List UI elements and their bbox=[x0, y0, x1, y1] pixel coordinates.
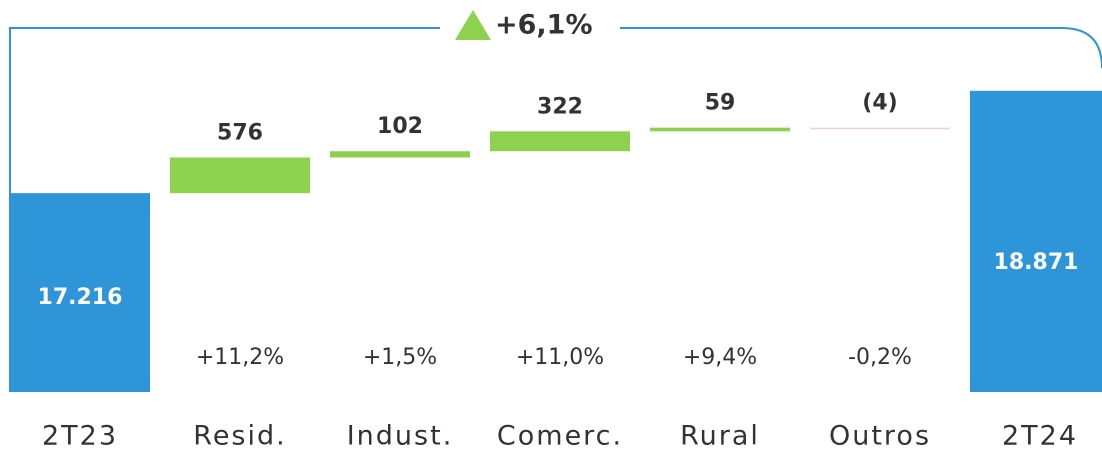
x-tick-label: 2T23 bbox=[42, 421, 118, 449]
annotation-arrow bbox=[455, 10, 491, 40]
value-label: 18.871 bbox=[994, 250, 1079, 275]
annotation: +6,1% bbox=[495, 10, 593, 41]
value-label: 322 bbox=[537, 94, 583, 119]
value-label: 59 bbox=[705, 91, 736, 116]
x-tick-label: Resid. bbox=[193, 421, 286, 449]
value-label: (4) bbox=[862, 91, 897, 116]
value-label: 102 bbox=[377, 114, 423, 139]
growth-label: +11,0% bbox=[516, 345, 604, 370]
total-bar bbox=[10, 193, 150, 392]
x-tick-label: Outros bbox=[829, 421, 931, 449]
step-bar bbox=[170, 157, 310, 194]
x-tick-label: Rural bbox=[680, 421, 760, 449]
x-tick-label: Indust. bbox=[347, 421, 454, 449]
bracket bbox=[9, 27, 1102, 392]
total-bar bbox=[970, 90, 1102, 393]
growth-label: -0,2% bbox=[848, 345, 912, 370]
step-bar bbox=[490, 131, 630, 152]
growth-label: +1,5% bbox=[363, 345, 437, 370]
step-bar bbox=[330, 151, 470, 158]
x-tick-label: 2T24 bbox=[1002, 421, 1078, 449]
x-tick-label: Comerc. bbox=[497, 421, 623, 449]
value-label: 576 bbox=[217, 121, 263, 146]
step-bar bbox=[650, 127, 790, 132]
value-label: 17.216 bbox=[38, 285, 123, 310]
growth-label: +9,4% bbox=[683, 345, 757, 370]
growth-label: +11,2% bbox=[196, 345, 284, 370]
step-bar bbox=[810, 127, 950, 130]
